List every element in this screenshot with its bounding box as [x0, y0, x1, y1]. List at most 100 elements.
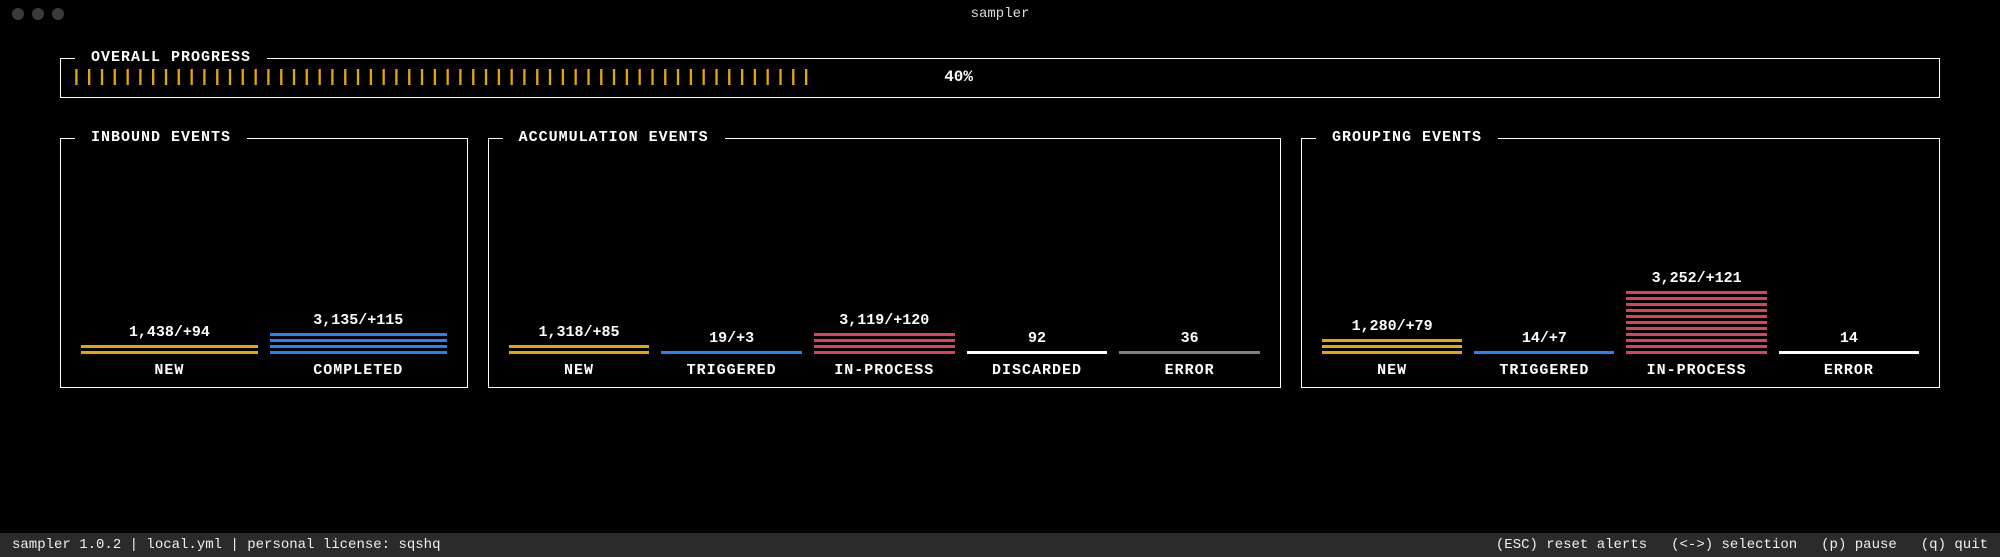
overall-progress-title: OVERALL PROGRESS [75, 49, 267, 66]
bar-line [814, 351, 955, 354]
bar-line [509, 351, 650, 354]
col-label: IN-PROCESS [814, 362, 955, 379]
bar-line [1322, 351, 1462, 354]
accumulation-col-discarded: 92 DISCARDED [961, 330, 1114, 379]
bar-line [1119, 351, 1260, 354]
statusbar-left: sampler 1.0.2 | local.yml | personal lic… [12, 537, 440, 553]
statusbar: sampler 1.0.2 | local.yml | personal lic… [0, 533, 2000, 557]
statusbar-right: (ESC) reset alerts (<->) selection (p) pau… [1496, 537, 1988, 553]
col-bars [1779, 351, 1919, 354]
inbound-col-new: 1,438/+94 NEW [75, 324, 264, 379]
bar-line [661, 351, 802, 354]
bar-line [1474, 351, 1614, 354]
bar-line [270, 351, 447, 354]
col-value: 3,135/+115 [270, 312, 447, 329]
col-bars [661, 351, 802, 354]
col-value: 1,280/+79 [1322, 318, 1462, 335]
col-bars [1474, 351, 1614, 354]
col-value: 3,119/+120 [814, 312, 955, 329]
bar-line [270, 345, 447, 348]
progress-percent: 40% [944, 68, 973, 86]
window-title: sampler [971, 6, 1030, 22]
col-label: DISCARDED [967, 362, 1108, 379]
bar-line [967, 351, 1108, 354]
inbound-col-completed: 3,135/+115 COMPLETED [264, 312, 453, 379]
col-label: NEW [81, 362, 258, 379]
grouping-col-triggered: 14/+7 TRIGGERED [1468, 330, 1620, 379]
accumulation-col-new: 1,318/+85 NEW [503, 324, 656, 379]
col-value: 19/+3 [661, 330, 802, 347]
terminal-window: sampler OVERALL PROGRESS |||||||||||||||… [0, 0, 2000, 557]
bar-line [814, 333, 955, 336]
statusbar-hint: (q) quit [1921, 537, 1988, 553]
grouping-col-in-process: 3,252/+121 IN-PROCESS [1620, 270, 1772, 379]
col-label: TRIGGERED [1474, 362, 1614, 379]
bar-line [1626, 315, 1766, 318]
dashboard-content: OVERALL PROGRESS |||||||||||||||||||||||… [0, 28, 2000, 388]
bar-line [1322, 339, 1462, 342]
bar-line [509, 345, 650, 348]
statusbar-hint: (<->) selection [1671, 537, 1797, 553]
col-value: 14 [1779, 330, 1919, 347]
bar-line [1779, 351, 1919, 354]
col-bars [81, 345, 258, 354]
col-bars [1119, 351, 1260, 354]
col-label: NEW [509, 362, 650, 379]
statusbar-hint: (ESC) reset alerts [1496, 537, 1647, 553]
bar-line [1626, 309, 1766, 312]
col-label: COMPLETED [270, 362, 447, 379]
bar-line [81, 345, 258, 348]
col-bars [509, 345, 650, 354]
bar-line [1322, 345, 1462, 348]
bar-line [81, 351, 258, 354]
bar-line [1626, 339, 1766, 342]
statusbar-hint: (p) pause [1821, 537, 1897, 553]
bar-line [270, 333, 447, 336]
inbound-panel: INBOUND EVENTS 1,438/+94NEW3,135/+115COM… [60, 138, 468, 388]
col-bars [814, 333, 955, 354]
grouping-panel: GROUPING EVENTS 1,280/+79NEW14/+7TRIGGER… [1301, 138, 1940, 388]
bar-line [1626, 303, 1766, 306]
minimize-icon[interactable] [32, 8, 44, 20]
zoom-icon[interactable] [52, 8, 64, 20]
col-value: 36 [1119, 330, 1260, 347]
inbound-title: INBOUND EVENTS [75, 129, 247, 146]
col-value: 3,252/+121 [1626, 270, 1766, 287]
col-bars [1322, 339, 1462, 354]
bar-line [1626, 291, 1766, 294]
progress-bar: ||||||||||||||||||||||||||||||||||||||||… [71, 69, 814, 85]
accumulation-col-in-process: 3,119/+120 IN-PROCESS [808, 312, 961, 379]
charts-row: INBOUND EVENTS 1,438/+94NEW3,135/+115COM… [60, 138, 1940, 388]
bar-line [814, 339, 955, 342]
grouping-title: GROUPING EVENTS [1316, 129, 1498, 146]
col-label: ERROR [1119, 362, 1260, 379]
col-value: 14/+7 [1474, 330, 1614, 347]
col-label: ERROR [1779, 362, 1919, 379]
accumulation-panel: ACCUMULATION EVENTS 1,318/+85NEW19/+3TRI… [488, 138, 1281, 388]
col-value: 92 [967, 330, 1108, 347]
bar-line [1626, 333, 1766, 336]
bar-line [1626, 345, 1766, 348]
progress-ticks: ||||||||||||||||||||||||||||||||||||||||… [71, 69, 814, 85]
bar-line [1626, 351, 1766, 354]
grouping-col-new: 1,280/+79NEW [1316, 318, 1468, 379]
bar-line [1626, 321, 1766, 324]
titlebar: sampler [0, 0, 2000, 28]
col-bars [1626, 291, 1766, 354]
close-icon[interactable] [12, 8, 24, 20]
grouping-chart-area: 1,280/+79NEW 14/+7 TRIGGERED 3,252/+121 IN-P… [1312, 145, 1929, 379]
col-value: 1,318/+85 [509, 324, 650, 341]
traffic-lights [12, 8, 64, 20]
col-label: IN-PROCESS [1626, 362, 1766, 379]
col-bars [270, 333, 447, 354]
grouping-col-error: 14 ERROR [1773, 330, 1925, 379]
progress-row: ||||||||||||||||||||||||||||||||||||||||… [71, 65, 1929, 89]
bar-line [1626, 297, 1766, 300]
bar-line [1626, 327, 1766, 330]
inbound-chart-area: 1,438/+94 NEW 3,135/+115 COMPLETED [71, 145, 457, 379]
accumulation-col-error: 36 ERROR [1113, 330, 1266, 379]
col-label: TRIGGERED [661, 362, 802, 379]
bar-line [814, 345, 955, 348]
accumulation-title: ACCUMULATION EVENTS [503, 129, 725, 146]
col-value: 1,438/+94 [81, 324, 258, 341]
